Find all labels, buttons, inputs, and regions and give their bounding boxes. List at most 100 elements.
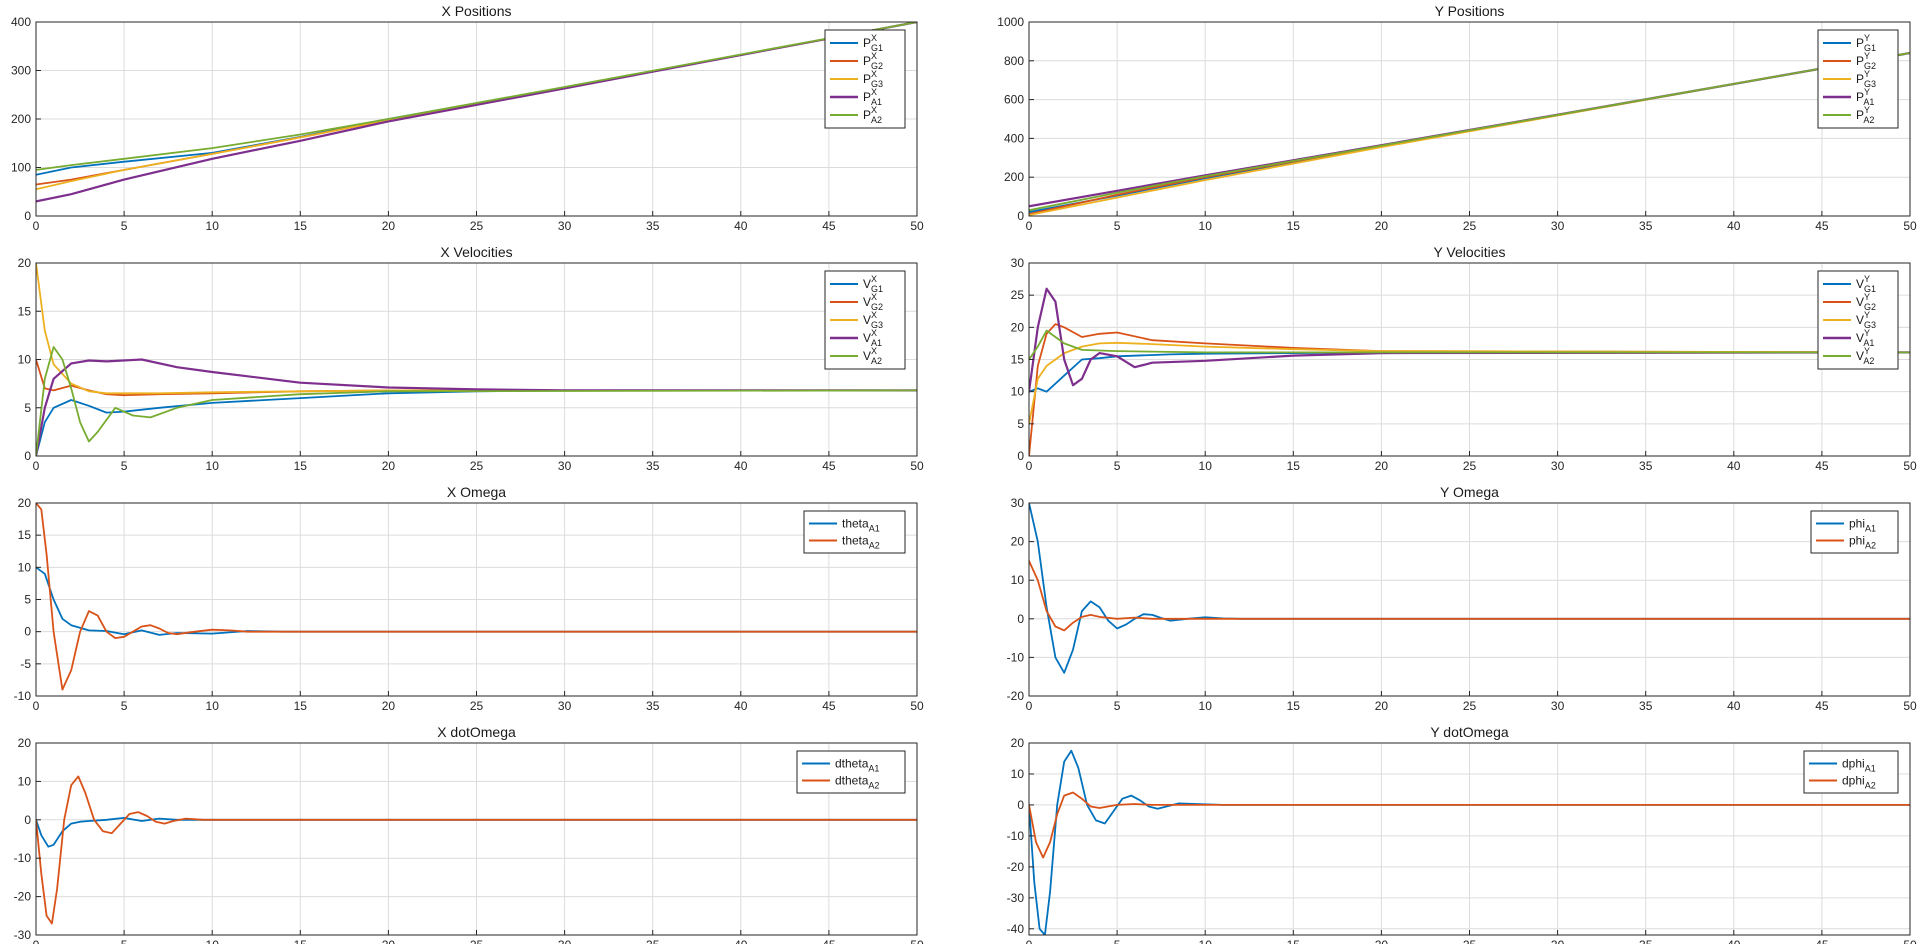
y-tick-label: 10: [18, 560, 32, 574]
x-tick-label: 15: [294, 938, 308, 944]
x-tick-label: 10: [1199, 699, 1213, 713]
series-line-theta-a1: [36, 566, 917, 636]
x-tick-label: 45: [1815, 459, 1829, 473]
y-tick-label: 600: [1004, 93, 1024, 107]
y-tick-label: 0: [24, 625, 31, 639]
y-tick-label: -30: [1007, 891, 1025, 905]
legend-box: [1803, 750, 1899, 794]
x-tick-label: 25: [1463, 699, 1477, 713]
y-tick-label: 15: [18, 528, 32, 542]
x-tick-label: 15: [294, 699, 308, 713]
y-tick-label: 10: [1011, 385, 1025, 399]
x-tick-label: 45: [822, 219, 836, 233]
chart-y-omega: 0 5 10 15 20 25 30 35 40 45 50 -20 -10 0 10 20 30 Y Omega…: [1007, 484, 1917, 713]
legend-entry: PY A2: [1823, 105, 1874, 125]
y-tick-label: -10: [14, 851, 32, 865]
legend-entry: thetaA2: [809, 534, 880, 551]
x-tick-label: 10: [206, 938, 220, 944]
y-tick-label: -5: [20, 657, 31, 671]
y-tick-label: 0: [24, 209, 31, 223]
legend-label: PY A1: [1856, 87, 1874, 107]
x-tick-label: 15: [1287, 938, 1301, 944]
series-group: [1029, 749, 1910, 935]
legend-entry: PX A1: [830, 87, 882, 107]
chart-y-dotomega: 0 5 10 15 20 25 30 35 40 45 50 -40 -30 -20 -10 0 10 20 Y d…: [1007, 724, 1917, 944]
y-tick-label: 10: [18, 774, 32, 788]
legend-entry: PY G1: [1823, 33, 1876, 53]
x-tick-label: 40: [734, 459, 748, 473]
legend-label: phiA1: [1849, 517, 1876, 534]
x-tick-label: 0: [33, 938, 40, 944]
x-tick-label: 30: [558, 219, 572, 233]
chart-y-velocities: 0 5 10 15 20 25 30 35 40 45 50 0 5 10 15 20 25 30 Y Veloci…: [1011, 244, 1917, 473]
y-tick-label: -10: [14, 689, 32, 703]
series-line-v-g3: [36, 263, 917, 395]
series-line-v-a2: [1029, 329, 1910, 361]
x-tick-label: 10: [206, 459, 220, 473]
x-tick-label: 50: [1903, 938, 1917, 944]
x-tick-label: 5: [121, 219, 128, 233]
legend-label: PX G1: [863, 33, 883, 53]
y-tick-label: 0: [1017, 449, 1024, 463]
legend-label: dphiA1: [1842, 757, 1876, 774]
series-group: [1029, 51, 1910, 216]
series-line-theta-a2: [36, 503, 917, 691]
y-tick-label: 200: [1004, 170, 1024, 184]
x-tick-label: 0: [1026, 459, 1033, 473]
x-tick-label: 40: [734, 699, 748, 713]
y-tick-label: 30: [1011, 496, 1025, 510]
y-tick-label: 25: [1011, 288, 1025, 302]
x-tick-label: 35: [646, 699, 660, 713]
series-line-phi-a2: [1029, 560, 1910, 632]
x-tick-label: 50: [910, 219, 924, 233]
chart-y-positions: 0 5 10 15 20 25 30 35 40 45 50 0 200 400 600 800 1000 Y P…: [997, 3, 1917, 233]
y-tick-label: 30: [1011, 256, 1025, 270]
x-tick-label: 0: [33, 219, 40, 233]
x-tick-label: 20: [1375, 219, 1389, 233]
x-tick-label: 20: [382, 219, 396, 233]
legend-entry: phiA1: [1816, 517, 1876, 534]
x-tick-label: 20: [1375, 459, 1389, 473]
x-tick-label: 20: [382, 459, 396, 473]
x-tick-label: 50: [910, 938, 924, 944]
x-tick-label: 50: [910, 699, 924, 713]
legend-label: PY G2: [1856, 51, 1876, 71]
chart-title: Y Velocities: [1433, 244, 1505, 260]
x-tick-label: 45: [1815, 938, 1829, 944]
y-tick-label: -10: [1007, 829, 1025, 843]
x-tick-label: 25: [470, 459, 484, 473]
x-tick-label: 45: [822, 938, 836, 944]
y-tick-label: 400: [11, 15, 31, 29]
series-line-phi-a1: [1029, 503, 1910, 674]
x-tick-label: 0: [1026, 219, 1033, 233]
legend-entry: dphiA2: [1809, 774, 1876, 791]
series-line-v-a2: [36, 346, 917, 456]
y-tick-label: 20: [18, 496, 32, 510]
series-line-dphi-a2: [1029, 791, 1910, 859]
series-group: [36, 775, 917, 925]
x-tick-label: 40: [734, 219, 748, 233]
chart-title: Y Positions: [1435, 3, 1505, 19]
legend-label: PX G2: [863, 51, 883, 71]
series-line-p-a2: [36, 22, 917, 171]
series-line-dtheta-a2: [36, 775, 917, 925]
series-group: [36, 22, 917, 203]
legend-label: PY A2: [1856, 105, 1874, 125]
x-tick-label: 30: [558, 459, 572, 473]
y-tick-label: 5: [24, 401, 31, 415]
legend-entry: thetaA1: [809, 517, 880, 534]
y-tick-label: 200: [11, 112, 31, 126]
y-tick-label: 0: [1017, 209, 1024, 223]
x-tick-label: 10: [1199, 459, 1213, 473]
y-tick-label: 300: [11, 64, 31, 78]
x-tick-label: 15: [1287, 219, 1301, 233]
legend-label: VY G3: [1856, 310, 1876, 330]
legend-entry: VY G2: [1823, 292, 1876, 312]
x-tick-label: 0: [1026, 699, 1033, 713]
series-line-v-g2: [1029, 323, 1910, 456]
legend-entry: PY G3: [1823, 69, 1876, 89]
x-tick-label: 25: [470, 699, 484, 713]
